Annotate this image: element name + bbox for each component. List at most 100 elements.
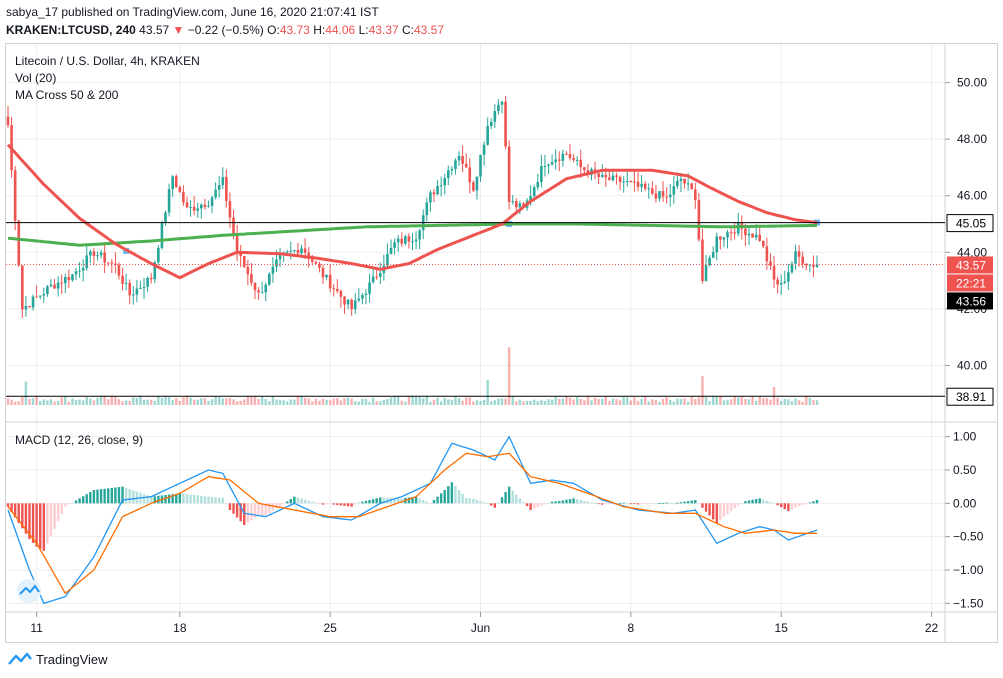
macd-hist-bar <box>42 503 45 551</box>
candle-body <box>157 247 160 263</box>
volume-bar <box>443 397 446 405</box>
candle-body <box>350 299 353 310</box>
volume-bar <box>325 399 328 405</box>
candle-body <box>815 264 819 267</box>
macd-hist-bar <box>135 491 139 504</box>
candle-body <box>260 292 264 294</box>
volume-bar <box>747 399 751 405</box>
candle-body <box>715 236 719 253</box>
macd-hist-bar <box>271 503 275 511</box>
footer-brand[interactable]: TradingView <box>8 651 108 667</box>
macd-hist-bar <box>361 501 364 504</box>
volume-bar <box>375 401 378 405</box>
candle-body <box>561 153 565 161</box>
volume-bar <box>787 399 790 405</box>
macd-hist-bar <box>67 503 71 505</box>
candle-body <box>357 298 361 301</box>
volume-bar <box>196 399 199 405</box>
candle-body <box>676 180 679 187</box>
macd-hist-bar <box>146 495 149 504</box>
macd-hist-bar <box>482 502 486 504</box>
macd-hist-bar <box>318 503 321 505</box>
volume-bar <box>153 400 156 405</box>
macd-hist-bar <box>13 503 17 518</box>
volume-bar <box>328 400 332 405</box>
volume-bar <box>586 396 590 405</box>
candle-body <box>625 181 629 183</box>
volume-bar <box>633 397 636 405</box>
candle-body <box>457 155 461 161</box>
volume-bar <box>389 397 393 405</box>
volume-bar <box>142 400 146 405</box>
tradingview-watermark-icon <box>17 579 41 603</box>
macd-hist-bar <box>289 499 292 504</box>
macd-hist-bar <box>454 486 457 504</box>
candle-body <box>468 167 472 183</box>
candle-body <box>611 175 615 181</box>
macd-hist-bar <box>651 503 654 505</box>
candle-body <box>482 144 486 155</box>
volume-bar <box>53 401 56 405</box>
candle-body <box>275 259 278 267</box>
volume-bar <box>171 400 174 405</box>
volume-bar <box>250 397 253 405</box>
volume-bar <box>96 397 99 405</box>
macd-hist-bar <box>200 495 203 504</box>
macd-hist-bar <box>597 503 600 505</box>
candle-body <box>536 182 540 188</box>
candle-body <box>296 249 300 254</box>
volume-bar <box>275 399 278 405</box>
candle-body <box>604 174 608 178</box>
volume-bar <box>704 396 708 405</box>
volume-bar <box>49 399 53 405</box>
candle-body <box>722 237 726 240</box>
candle-body <box>461 155 464 164</box>
volume-bar <box>407 396 411 405</box>
candle-body <box>665 196 668 198</box>
candle-body <box>518 203 522 208</box>
volume-bar <box>293 399 296 405</box>
volume-bar <box>765 398 769 405</box>
candle-body <box>600 174 604 177</box>
macd-hist-bar <box>235 503 239 518</box>
volume-bar <box>454 395 457 405</box>
volume-bar <box>719 395 722 405</box>
volume-bar <box>300 396 303 405</box>
volume-bar <box>626 397 629 405</box>
macd-hist-bar <box>744 501 747 504</box>
volume-bar <box>46 400 49 405</box>
macd-hist-bar <box>303 499 307 504</box>
volume-bar <box>679 398 683 405</box>
candle-body <box>450 168 454 171</box>
macd-hist-bar <box>776 503 779 506</box>
macd-hist-bar <box>28 503 31 540</box>
macd-hist-bar <box>790 503 794 510</box>
volume-bar <box>185 395 189 405</box>
price-tick-label: 46.00 <box>957 189 987 203</box>
volume-bar <box>593 397 597 405</box>
candle-body <box>540 166 543 183</box>
volume-bar <box>754 400 758 405</box>
macd-hist-bar <box>715 503 718 524</box>
candle-body <box>110 262 114 264</box>
candle-body <box>758 234 762 241</box>
volume-bar <box>103 395 106 405</box>
macd-hist-bar <box>629 503 633 505</box>
macd-hist-bar <box>701 503 704 508</box>
symbol-ohlc-line: KRAKEN:LTCUSD, 240 43.57 ▼ −0.22 (−0.5%)… <box>6 23 444 37</box>
volume-bar <box>99 396 103 405</box>
macd-hist-bar <box>787 503 790 512</box>
macd-hist-bar <box>540 503 543 506</box>
macd-hist-bar <box>414 496 418 504</box>
volume-bar <box>243 399 246 405</box>
macd-hist-bar <box>640 503 643 505</box>
candle-body <box>364 293 368 296</box>
candle-body <box>310 258 314 262</box>
candle-body <box>439 185 443 187</box>
macd-hist-bar <box>533 503 536 509</box>
macd-hist-bar <box>128 489 131 504</box>
volume-bar <box>690 396 693 405</box>
macd-hist-bar <box>336 503 339 505</box>
macd-hist-bar <box>232 503 235 514</box>
